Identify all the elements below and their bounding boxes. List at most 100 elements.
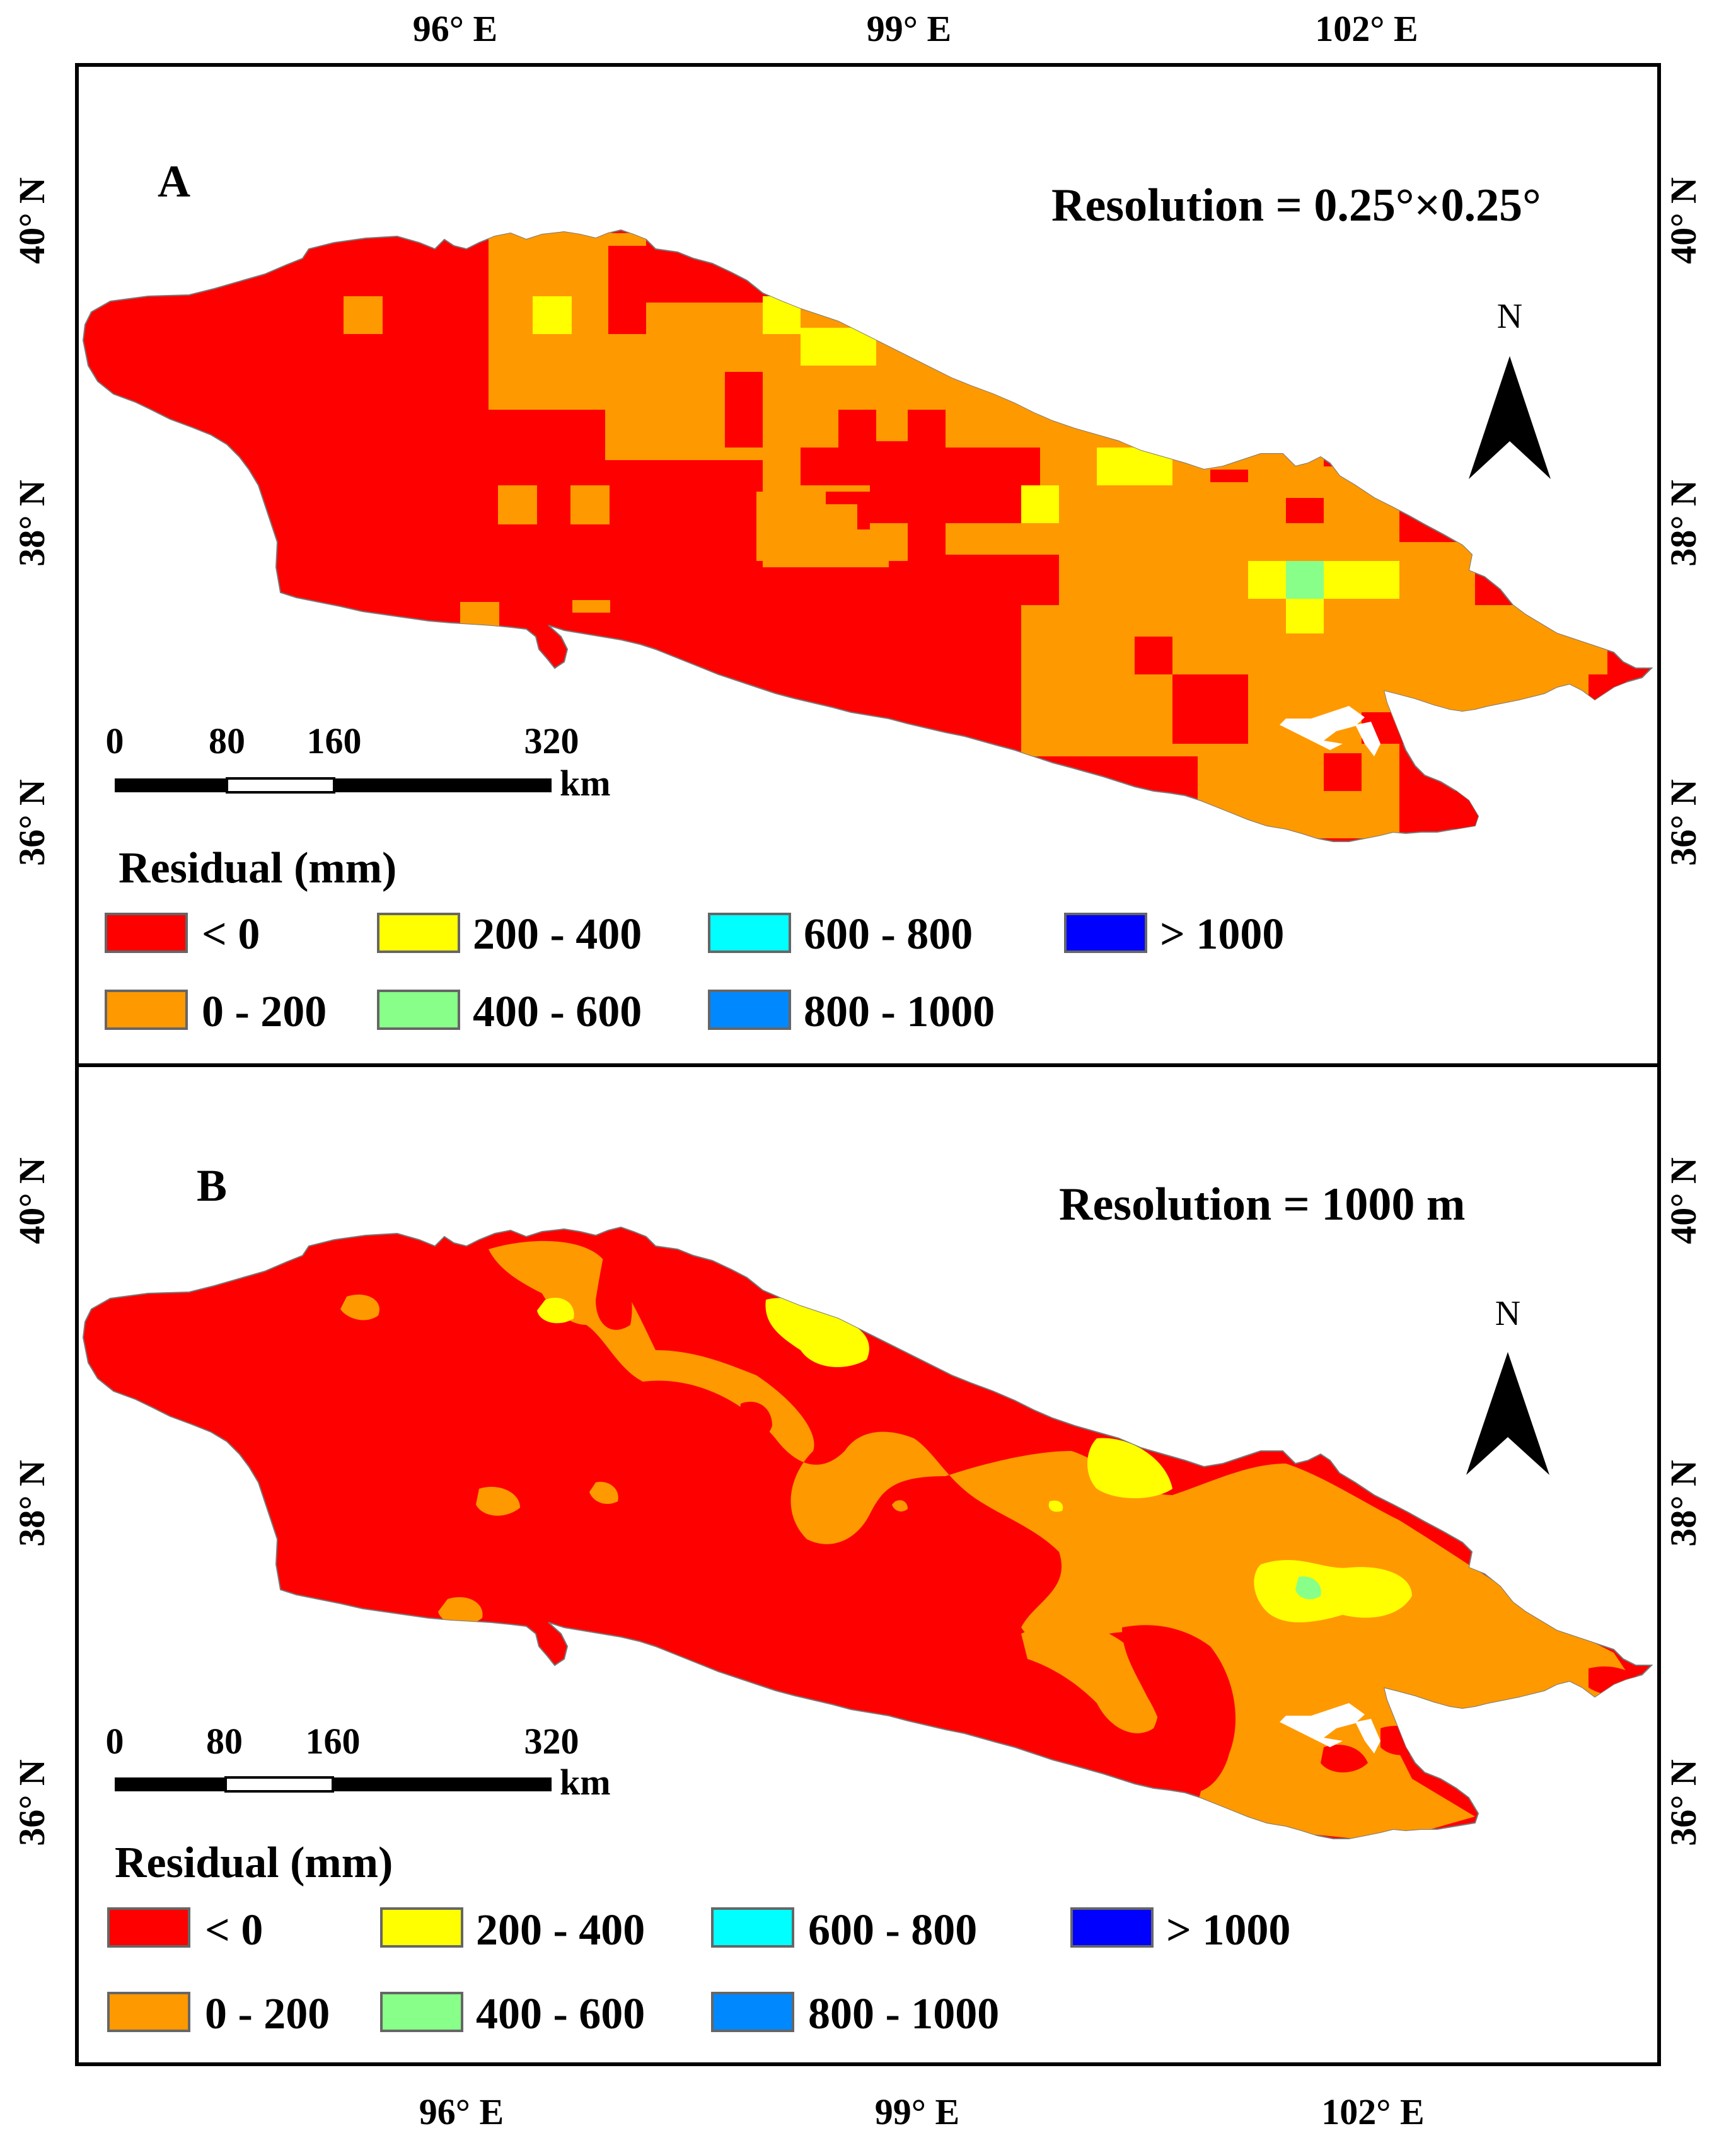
grid-cell — [1172, 674, 1248, 744]
lat-label-left-38-b: 38° N — [11, 1460, 52, 1547]
legend-b-item-800-1000: 800 - 1000 — [711, 1990, 999, 2038]
legend-a-item-400-600: 400 - 600 — [377, 988, 642, 1036]
grid-cell — [498, 485, 537, 524]
panel-b: B Resolution = 1000 m N 0 80 160 320 km … — [82, 1160, 1653, 2038]
scale-b-seg-1 — [115, 1777, 226, 1791]
lon-label-top-102: 102° E — [1315, 8, 1418, 49]
grid-cell — [552, 674, 570, 712]
legend-a-item-lt0: < 0 — [105, 910, 260, 959]
scale-b-unit: km — [560, 1762, 611, 1803]
north-arrow-b-label: N — [1495, 1294, 1520, 1333]
scale-b-tick-0: 0 — [106, 1721, 124, 1762]
legend-a-swatch-400-600 — [377, 990, 460, 1030]
legend-b-item-0-200: 0 - 200 — [107, 1990, 330, 2038]
legend-a-item-800-1000: 800 - 1000 — [708, 988, 995, 1036]
panel-a: A Resolution = 0.25°×0.25° N 0 80 160 32… — [82, 156, 1653, 1036]
scale-b-seg-2 — [224, 1776, 334, 1793]
lat-label-left-40-b: 40° N — [11, 1157, 52, 1244]
grid-cell — [725, 372, 763, 448]
legend-a-label-400-600: 400 - 600 — [473, 988, 642, 1036]
residual-zone — [1021, 1622, 1159, 1733]
grid-cell — [1135, 637, 1172, 674]
lat-label-left-36-a: 36° N — [11, 779, 52, 866]
panel-a-resolution: Resolution = 0.25°×0.25° — [1051, 180, 1541, 231]
legend-a-label-lt0: < 0 — [202, 910, 260, 959]
grid-cell — [608, 246, 646, 334]
panel-b-letter: B — [197, 1160, 227, 1211]
residual-zone — [589, 1482, 618, 1505]
legend-b-label-lt0: < 0 — [205, 1906, 263, 1955]
legend-b-label-0-200: 0 - 200 — [205, 1990, 330, 2038]
grid-cell — [763, 504, 857, 567]
residual-zone — [1239, 1239, 1299, 1249]
legend-a-label-200-400: 200 - 400 — [473, 910, 642, 959]
lat-label-right-40-b: 40° N — [1663, 1157, 1704, 1244]
scale-a-seg-3 — [334, 778, 552, 792]
lon-label-bottom-99: 99° E — [875, 2091, 959, 2132]
residual-zone — [765, 1298, 869, 1367]
legend-a-swatch-600-800 — [708, 913, 791, 953]
north-arrow-b: N — [1466, 1294, 1549, 1475]
legend-b-item-400-600: 400 - 600 — [380, 1990, 645, 2038]
residual-zone — [1048, 1500, 1063, 1512]
lat-label-right-36-a: 36° N — [1663, 779, 1704, 866]
scale-b-tick-80: 80 — [206, 1721, 243, 1762]
legend-b-item-600-800: 600 - 800 — [711, 1906, 977, 1955]
legend-a-swatch-800-1000 — [708, 990, 791, 1030]
grid-cell — [1286, 498, 1324, 523]
grid-cell — [1588, 674, 1626, 706]
lon-label-top-99: 99° E — [867, 8, 951, 49]
legend-b-item-200-400: 200 - 400 — [380, 1906, 645, 1955]
grid-cell — [1097, 448, 1172, 485]
scale-a-seg-1 — [115, 778, 227, 792]
legend-b-label-gt1000: > 1000 — [1166, 1906, 1290, 1955]
lat-label-left-40-a: 40° N — [11, 177, 52, 264]
residual-zone — [1295, 1576, 1321, 1600]
legend-a-swatch-200-400 — [377, 913, 460, 953]
legend-a-swatch-gt1000 — [1064, 913, 1147, 953]
north-arrow-a-label: N — [1497, 297, 1522, 336]
lon-label-bottom-96: 96° E — [419, 2091, 504, 2132]
grid-cell — [1210, 470, 1248, 482]
residual-zone — [438, 1597, 483, 1625]
lat-label-left-36-b: 36° N — [11, 1759, 52, 1846]
legend-a-item-200-400: 200 - 400 — [377, 910, 642, 959]
grid-cell — [870, 523, 908, 561]
legend-b-label-400-600: 400 - 600 — [476, 1990, 645, 2038]
panel-a-letter: A — [158, 156, 190, 207]
legend-a-item-0-200: 0 - 200 — [105, 988, 327, 1036]
legend-a-label-600-800: 600 - 800 — [804, 910, 973, 959]
grid-cell — [460, 602, 499, 640]
legend-b-label-600-800: 600 - 800 — [808, 1906, 977, 1955]
scale-a-tick-0: 0 — [106, 720, 124, 761]
residual-zone — [1254, 1560, 1412, 1622]
scale-a-tick-80: 80 — [209, 720, 245, 761]
legend-a-swatch-lt0 — [105, 913, 188, 953]
legend-b-item-lt0: < 0 — [107, 1906, 263, 1955]
lat-label-right-38-b: 38° N — [1663, 1460, 1704, 1547]
grid-cell — [344, 296, 383, 334]
legend-a-swatch-0-200 — [105, 990, 188, 1030]
legend-b-swatch-800-1000 — [711, 1992, 794, 2032]
legend-b-item-gt1000: > 1000 — [1070, 1906, 1290, 1955]
legend-a-item-600-800: 600 - 800 — [708, 910, 973, 959]
legend-b: Residual (mm) < 0 0 - 200 200 - 400 400 … — [107, 1839, 1290, 2038]
map-a — [82, 229, 1653, 842]
grid-cell — [1286, 599, 1324, 633]
residual-zone — [537, 1297, 574, 1324]
legend-b-swatch-0-200 — [107, 1992, 190, 2032]
north-arrow-a-icon — [1469, 356, 1551, 479]
grid-cell — [1021, 485, 1059, 523]
residual-zone — [596, 1249, 632, 1330]
scale-bar-a: 0 80 160 320 km — [106, 720, 611, 804]
legend-a-label-800-1000: 800 - 1000 — [804, 988, 995, 1036]
map-b — [82, 1226, 1653, 1839]
residual-zone — [1122, 1625, 1235, 1793]
lon-label-bottom-102: 102° E — [1321, 2091, 1424, 2132]
lat-label-left-38-a: 38° N — [11, 480, 52, 567]
legend-b-swatch-600-800 — [711, 1907, 794, 1948]
north-arrow-a: N — [1469, 297, 1551, 479]
scale-a-seg-2 — [226, 777, 335, 794]
legend-a-label-gt1000: > 1000 — [1160, 910, 1284, 959]
